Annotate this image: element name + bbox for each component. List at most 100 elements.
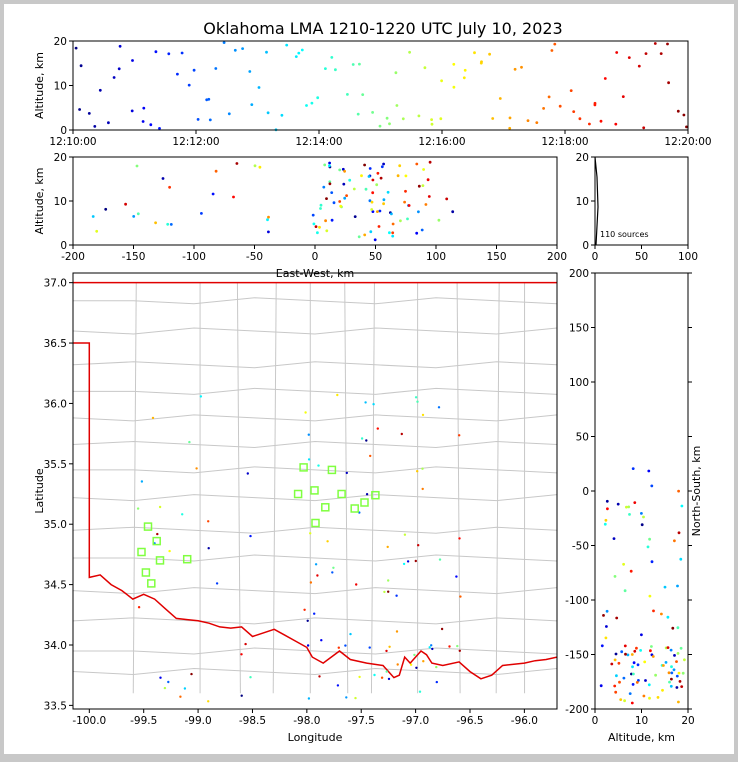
county-line xyxy=(73,554,557,562)
source-point xyxy=(176,72,179,76)
source-point xyxy=(373,238,377,242)
x-tick-label: 12:20:00 xyxy=(664,136,711,148)
source-point xyxy=(423,66,427,70)
source-point xyxy=(613,658,617,662)
source-point xyxy=(667,671,671,675)
source-point xyxy=(167,52,171,56)
source-count-label: 110 sources xyxy=(600,230,649,239)
source-point xyxy=(633,501,637,504)
x-tick-label: 100 xyxy=(678,251,698,263)
station-marker xyxy=(147,579,156,588)
source-point xyxy=(353,215,357,219)
source-point xyxy=(343,169,346,173)
source-point xyxy=(680,685,684,688)
source-point xyxy=(371,210,375,214)
source-point xyxy=(624,652,627,656)
source-point xyxy=(445,197,449,201)
source-point xyxy=(207,520,210,523)
station-marker xyxy=(182,554,192,564)
source-point xyxy=(414,559,417,563)
source-point xyxy=(430,118,433,121)
source-point xyxy=(675,686,679,689)
plan-view-frame xyxy=(72,272,558,710)
source-point xyxy=(613,575,617,578)
source-point xyxy=(249,676,252,679)
source-point xyxy=(663,585,667,589)
source-point xyxy=(403,200,406,204)
station-marker xyxy=(143,522,153,531)
source-point xyxy=(244,642,247,646)
source-point xyxy=(266,111,270,115)
source-point xyxy=(214,169,218,173)
source-point xyxy=(137,606,141,609)
source-point xyxy=(342,182,346,186)
source-point xyxy=(480,60,483,64)
source-point xyxy=(142,106,146,110)
source-point xyxy=(623,644,627,648)
source-point xyxy=(459,595,462,598)
county-line xyxy=(73,668,557,676)
source-point xyxy=(617,661,621,665)
source-point xyxy=(235,162,239,165)
source-point xyxy=(336,393,339,397)
source-point xyxy=(267,215,270,219)
source-point xyxy=(240,694,243,697)
source-point xyxy=(376,210,379,214)
source-point xyxy=(649,649,652,653)
source-point xyxy=(593,103,597,107)
source-point xyxy=(304,411,307,414)
source-point xyxy=(180,51,184,55)
source-point xyxy=(130,109,134,113)
y-tick-label: 0 xyxy=(60,240,67,252)
y-axis-label: Altitude, km xyxy=(33,52,46,119)
source-point xyxy=(420,228,424,232)
source-point xyxy=(338,168,342,172)
source-point xyxy=(375,183,379,187)
source-point xyxy=(682,113,686,117)
source-point xyxy=(208,118,212,122)
station-marker xyxy=(155,556,165,565)
source-point xyxy=(319,207,322,210)
county-line xyxy=(495,282,500,694)
county-line xyxy=(73,440,557,449)
source-point xyxy=(648,594,652,598)
source-point xyxy=(305,104,308,107)
source-point xyxy=(629,569,633,573)
x-tick-label: -99.5 xyxy=(130,715,157,727)
y-axis-label: Altitude, km xyxy=(33,167,46,234)
source-point xyxy=(360,437,364,440)
county-line xyxy=(73,387,557,395)
source-point xyxy=(215,582,219,585)
source-point xyxy=(671,626,675,630)
x-tick-label: 20 xyxy=(681,715,694,727)
y-tick-label: 200 xyxy=(569,268,589,280)
source-point xyxy=(664,661,668,664)
county-line xyxy=(236,282,241,694)
source-point xyxy=(618,680,621,684)
source-point xyxy=(348,178,352,182)
source-point xyxy=(613,684,617,688)
source-point xyxy=(91,215,95,218)
source-point xyxy=(652,609,655,613)
source-point xyxy=(666,42,669,46)
source-point xyxy=(473,51,476,55)
source-point xyxy=(681,671,685,675)
y-tick-label: 36.0 xyxy=(44,398,67,410)
source-point xyxy=(371,178,375,182)
county-line xyxy=(370,282,375,694)
lma-stations xyxy=(137,463,380,588)
source-point xyxy=(648,537,651,541)
source-point xyxy=(675,674,679,678)
source-point xyxy=(673,654,676,657)
y-tick-label: 150 xyxy=(569,323,589,335)
source-point xyxy=(311,213,315,217)
source-point xyxy=(98,88,102,92)
source-point xyxy=(285,43,289,47)
source-point xyxy=(240,653,243,656)
source-point xyxy=(183,687,187,690)
source-point xyxy=(78,108,81,111)
source-point xyxy=(631,683,635,686)
source-point xyxy=(647,469,651,473)
source-point xyxy=(112,76,116,79)
